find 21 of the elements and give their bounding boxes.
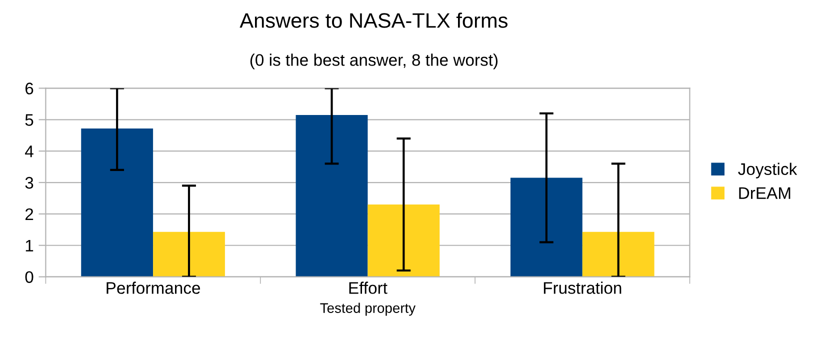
legend-label: DrEAM (739, 187, 790, 199)
chart-title: Answers to NASA-TLX forms (240, 12, 508, 28)
x-axis-title: Tested property (320, 302, 416, 316)
chart-subtitle: (0 is the best answer, 8 the worst) (250, 54, 498, 70)
y-tick-label: 3 (25, 176, 34, 189)
x-tick-label: Effort (349, 282, 388, 294)
bar (582, 232, 654, 277)
y-tick-label: 5 (25, 114, 34, 126)
y-tick-label: 1 (26, 240, 34, 252)
bar (368, 204, 440, 277)
x-tick-label: Frustration (544, 282, 622, 294)
bar (81, 128, 154, 277)
bar (153, 232, 225, 277)
y-tick-label: 6 (25, 82, 34, 94)
legend-label: Joystick (738, 162, 798, 178)
bar (296, 114, 368, 277)
bar (510, 178, 582, 277)
y-tick-label: 4 (25, 146, 34, 158)
y-tick-label: 0 (25, 271, 34, 284)
y-tick-label: 2 (25, 208, 34, 220)
x-tick-label: Performance (106, 282, 200, 294)
